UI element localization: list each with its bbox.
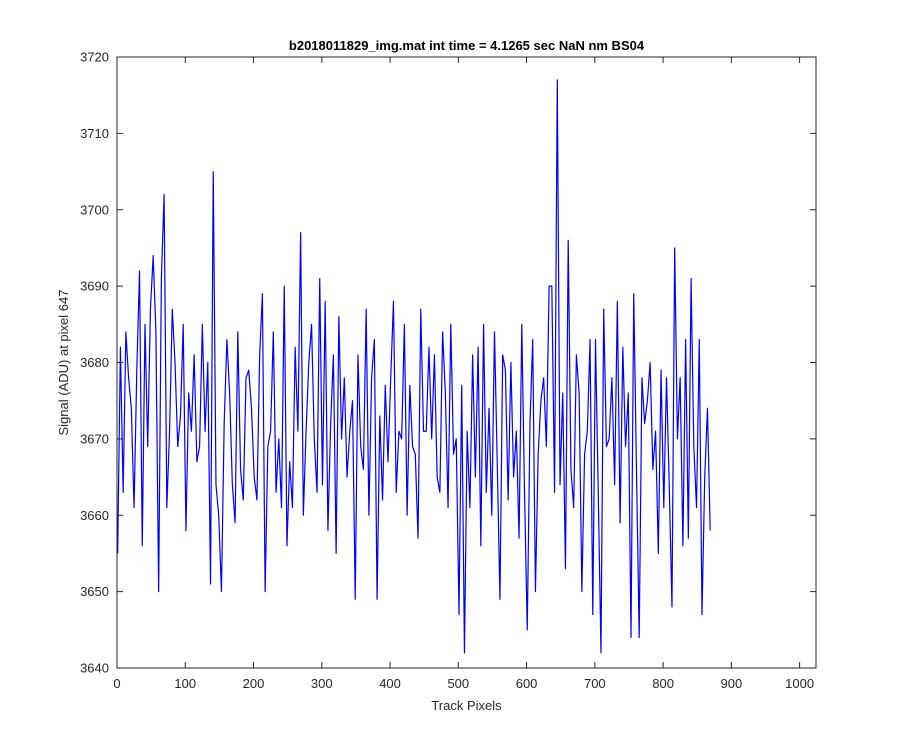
y-tick-label: 3640 <box>80 661 109 676</box>
x-tick-label: 800 <box>652 676 674 691</box>
x-tick-label: 200 <box>243 676 265 691</box>
x-tick-label: 900 <box>721 676 743 691</box>
y-axis-label: Signal (ADU) at pixel 647 <box>56 290 71 436</box>
y-tick-label: 3670 <box>80 431 109 446</box>
y-tick-label: 3710 <box>80 126 109 141</box>
y-tick-label: 3680 <box>80 355 109 370</box>
x-tick-label: 100 <box>174 676 196 691</box>
x-axis-label: Track Pixels <box>431 698 502 713</box>
x-tick-label: 500 <box>447 676 469 691</box>
series-line-0 <box>117 79 711 654</box>
y-tick-label: 3650 <box>80 584 109 599</box>
axes-layer: 0 100 200 300 400 500 600 700 800 900 1000 3640 3650… <box>80 50 817 691</box>
y-tick-label: 3690 <box>80 279 109 294</box>
series-layer <box>117 79 711 654</box>
x-tick-label: 700 <box>584 676 606 691</box>
chart-title: b2018011829_img.mat int time = 4.1265 se… <box>289 38 645 53</box>
x-tick-label: 1000 <box>785 676 814 691</box>
x-tick-label: 600 <box>516 676 538 691</box>
y-tick-label: 3720 <box>80 50 109 65</box>
x-tick-label: 0 <box>113 676 120 691</box>
x-tick-label: 300 <box>311 676 333 691</box>
y-tick-label: 3660 <box>80 508 109 523</box>
x-tick-label: 400 <box>379 676 401 691</box>
y-tick-label: 3700 <box>80 202 109 217</box>
